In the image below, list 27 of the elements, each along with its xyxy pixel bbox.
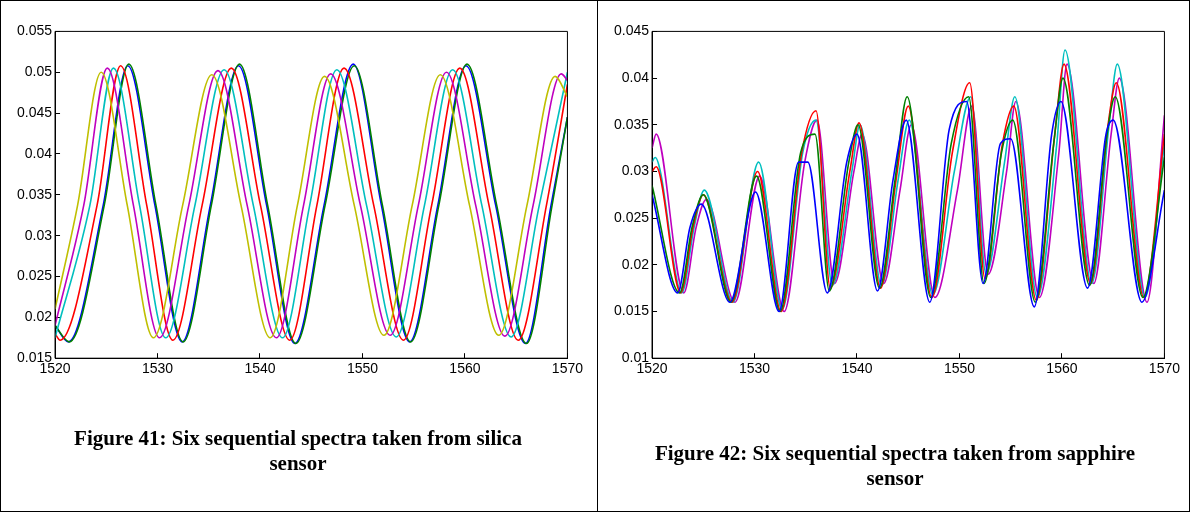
- y-tick-label: 0.035: [613, 115, 650, 132]
- y-tick-label: 0.03: [621, 162, 650, 179]
- y-tick-label: 0.04: [621, 68, 650, 85]
- y-tick-label: 0.02: [24, 308, 53, 325]
- y-tick-label: 0.055: [16, 22, 53, 39]
- x-tick-label: 1530: [738, 360, 771, 377]
- x-tick-label: 1570: [1148, 360, 1181, 377]
- x-tick-label: 1550: [943, 360, 976, 377]
- x-tick-label: 1540: [244, 360, 276, 377]
- caption: Figure 42: Six sequential spectra taken from sapphire sensor: [653, 441, 1137, 491]
- y-tick-label: 0.04: [24, 144, 53, 161]
- y-tick-label: 0.045: [16, 103, 53, 120]
- y-tick-label: 0.02: [621, 255, 650, 272]
- y-tick-label: 0.025: [16, 267, 53, 284]
- y-tick-label: 0.035: [16, 185, 53, 202]
- x-tick-label: 1530: [141, 360, 174, 377]
- y-tick-label: 0.045: [613, 22, 650, 39]
- y-tick-label: 0.025: [613, 209, 650, 225]
- x-tick-label: 1560: [449, 360, 481, 377]
- x-tick-label: 1560: [1046, 360, 1078, 377]
- caption: Figure 41: Six sequential spectra taken from silica sensor: [73, 426, 523, 476]
- y-tick-label: 0.03: [24, 226, 53, 243]
- x-tick-label: 1570: [551, 360, 584, 377]
- x-tick-label: 1540: [841, 360, 873, 377]
- y-tick-label: 0.015: [613, 302, 650, 319]
- x-tick-label: 1550: [346, 360, 379, 377]
- y-tick-label: 0.05: [24, 63, 53, 80]
